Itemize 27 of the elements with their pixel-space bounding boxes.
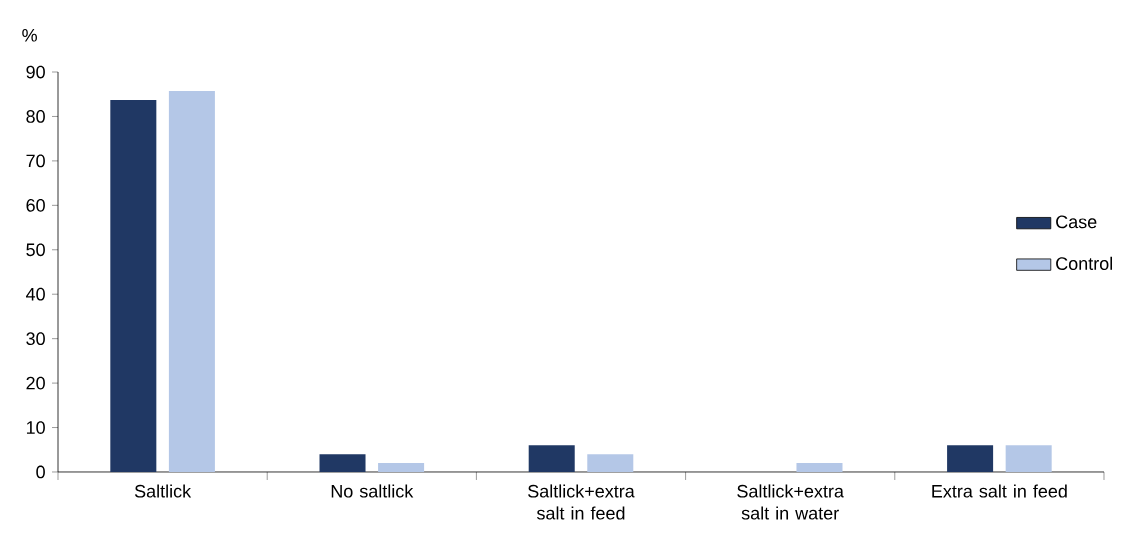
x-tick-label: No saltlick: [331, 484, 414, 498]
bar: [947, 445, 994, 472]
y-tick-label: 60: [26, 198, 45, 212]
bar: [110, 100, 157, 472]
bar: [587, 454, 634, 472]
y-tick-label: 70: [26, 154, 45, 168]
x-tick-label: Saltlick+extra salt in feed: [528, 484, 635, 520]
y-tick-label: 90: [26, 65, 45, 79]
y-tick-label: 10: [26, 421, 45, 434]
bar: [378, 463, 425, 472]
y-tick-label: 50: [26, 243, 45, 257]
y-tick-label: 40: [26, 287, 45, 301]
y-tick-label: 80: [26, 110, 45, 123]
bar: [319, 454, 366, 472]
legend-label: Control: [1056, 256, 1112, 270]
bar: [796, 463, 843, 472]
y-tick-label: 20: [26, 376, 45, 390]
y-tick-label: 0: [36, 465, 45, 479]
bar: [528, 445, 575, 472]
bar: [168, 91, 215, 472]
legend-label: Case: [1056, 215, 1097, 229]
bar: [1005, 445, 1052, 472]
x-tick-label: Saltlick: [134, 484, 192, 498]
x-tick-label: Saltlick+extra salt in water: [737, 484, 844, 520]
y-axis-title: %: [22, 29, 37, 42]
y-tick-label: 30: [26, 332, 45, 346]
x-tick-label: Extra salt in feed: [932, 484, 1067, 498]
